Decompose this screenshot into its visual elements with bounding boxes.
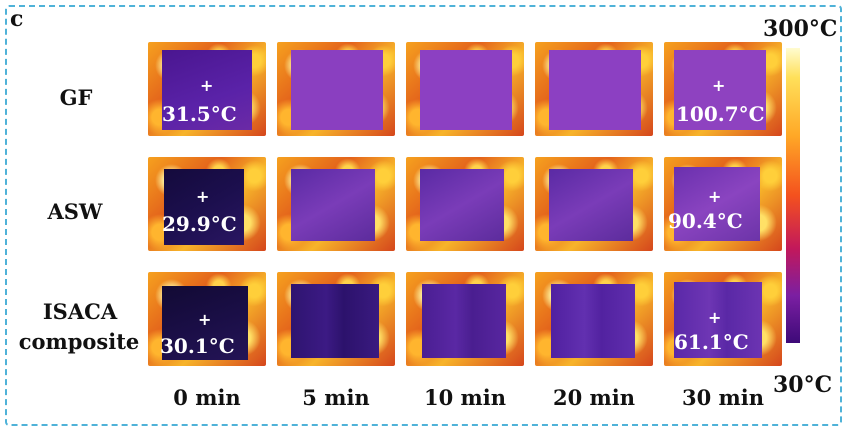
- crosshair-icon: +: [200, 76, 214, 95]
- temperature-colorbar: [786, 48, 800, 343]
- temperature-label: 61.1°C: [674, 330, 749, 354]
- thermal-image-isaca-0min: + 30.1°C: [148, 272, 266, 366]
- thermal-image-asw-20min: [535, 157, 653, 251]
- crosshair-icon: +: [708, 187, 722, 206]
- thermal-image-asw-30min: + 90.4°C: [664, 157, 782, 251]
- temperature-label: 30.1°C: [160, 334, 235, 358]
- thermal-image-asw-10min: [406, 157, 524, 251]
- column-label-0min: 0 min: [173, 385, 241, 410]
- row-label-isaca: ISACA: [42, 299, 118, 324]
- crosshair-icon: +: [198, 310, 212, 329]
- row-label-asw: ASW: [47, 199, 103, 224]
- crosshair-icon: +: [196, 187, 210, 206]
- column-label-5min: 5 min: [302, 385, 370, 410]
- thermal-image-isaca-30min: + 61.1°C: [664, 272, 782, 366]
- temperature-label: 90.4°C: [668, 209, 743, 233]
- thermal-image-asw-5min: [277, 157, 395, 251]
- colorbar-min-label: 30°C: [773, 372, 833, 398]
- temperature-label: 31.5°C: [162, 102, 237, 126]
- column-label-20min: 20 min: [552, 385, 635, 410]
- thermal-image-asw-0min: + 29.9°C: [148, 157, 266, 251]
- column-label-30min: 30 min: [681, 385, 764, 410]
- row-label-gf: GF: [59, 85, 93, 110]
- thermal-image-gf-30min: + 100.7°C: [664, 42, 782, 136]
- colorbar-max-label: 300°C: [763, 16, 838, 42]
- thermal-image-gf-20min: [535, 42, 653, 136]
- crosshair-icon: +: [708, 308, 722, 327]
- temperature-label: 100.7°C: [676, 102, 765, 126]
- column-label-10min: 10 min: [423, 385, 506, 410]
- crosshair-icon: +: [712, 76, 726, 95]
- thermal-image-gf-5min: [277, 42, 395, 136]
- thermal-image-gf-0min: + 31.5°C: [148, 42, 266, 136]
- row-label-composite: composite: [18, 329, 140, 354]
- thermal-image-gf-10min: [406, 42, 524, 136]
- figure-frame: [5, 5, 842, 426]
- thermal-image-isaca-20min: [535, 272, 653, 366]
- thermal-image-isaca-5min: [277, 272, 395, 366]
- temperature-label: 29.9°C: [162, 212, 237, 236]
- panel-label: c: [10, 6, 24, 32]
- thermal-image-isaca-10min: [406, 272, 524, 366]
